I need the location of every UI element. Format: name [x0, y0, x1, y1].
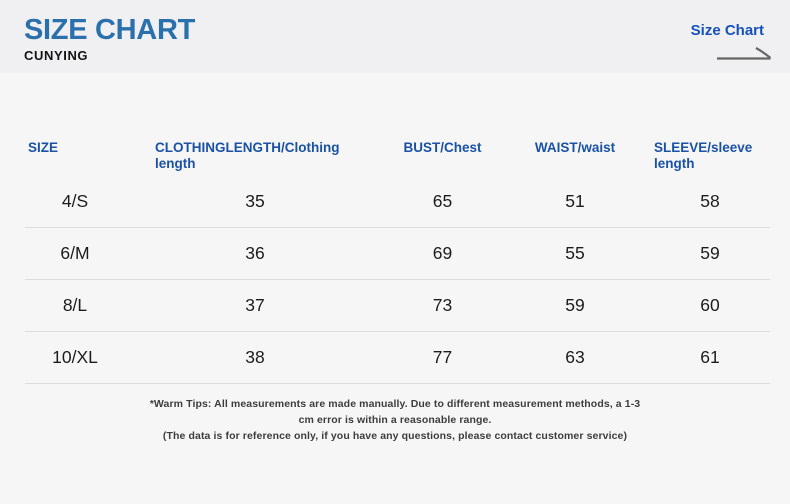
size-chart-link[interactable]: Size Chart — [690, 0, 772, 67]
cell-waist: 51 — [565, 191, 585, 211]
size-table: SIZE CLOTHINGLENGTH/Clothing length BUST… — [25, 140, 770, 384]
size-chart-link-label: Size Chart — [690, 22, 764, 39]
page-title: SIZE CHART — [24, 14, 196, 46]
cell-sleeve: 59 — [700, 243, 720, 263]
cell-waist: 63 — [565, 347, 585, 367]
column-header-sleeve: SLEEVE/sleeve length — [654, 140, 753, 172]
cell-sleeve: 58 — [700, 191, 720, 211]
cell-bust: 77 — [432, 347, 453, 367]
column-header-size: SIZE — [28, 140, 59, 155]
cell-waist: 55 — [565, 243, 585, 263]
cell-size: 6/M — [60, 243, 90, 263]
cell-size: 8/L — [62, 295, 88, 315]
table-header-row: SIZE CLOTHINGLENGTH/Clothing length BUST… — [25, 140, 770, 176]
cell-clothing-length: 37 — [245, 295, 265, 315]
cell-clothing-length: 35 — [245, 191, 265, 211]
table-row: 10/XL 38 77 63 61 — [25, 332, 770, 384]
cell-bust: 69 — [432, 243, 453, 263]
warm-tips: *Warm Tips: All measurements are made ma… — [0, 397, 790, 444]
brand-name: CUNYING — [24, 48, 89, 64]
table-row: 8/L 37 73 59 60 — [25, 280, 770, 332]
table-row: 4/S 35 65 51 58 — [25, 176, 770, 228]
cell-clothing-length: 38 — [245, 347, 265, 367]
brand-block: SIZE CHART CUNYING — [24, 0, 196, 64]
table-row: 6/M 36 69 55 59 — [25, 228, 770, 280]
cell-size: 10/XL — [52, 347, 98, 367]
column-header-clothing-length: CLOTHINGLENGTH/Clothing length — [155, 140, 340, 172]
column-header-bust: BUST/Chest — [403, 140, 482, 155]
cell-sleeve: 61 — [700, 347, 720, 367]
cell-size: 4/S — [61, 191, 89, 211]
header-band: SIZE CHART CUNYING Size Chart — [0, 0, 790, 73]
warm-tips-line1: *Warm Tips: All measurements are made ma… — [149, 398, 641, 426]
column-header-waist: WAIST/waist — [534, 140, 616, 155]
warm-tips-line2: (The data is for reference only, if you … — [162, 429, 628, 442]
cell-waist: 59 — [565, 295, 585, 315]
arrow-right-icon — [716, 44, 772, 67]
cell-bust: 73 — [432, 295, 453, 315]
cell-sleeve: 60 — [700, 295, 720, 315]
cell-bust: 65 — [432, 191, 453, 211]
cell-clothing-length: 36 — [245, 243, 265, 263]
